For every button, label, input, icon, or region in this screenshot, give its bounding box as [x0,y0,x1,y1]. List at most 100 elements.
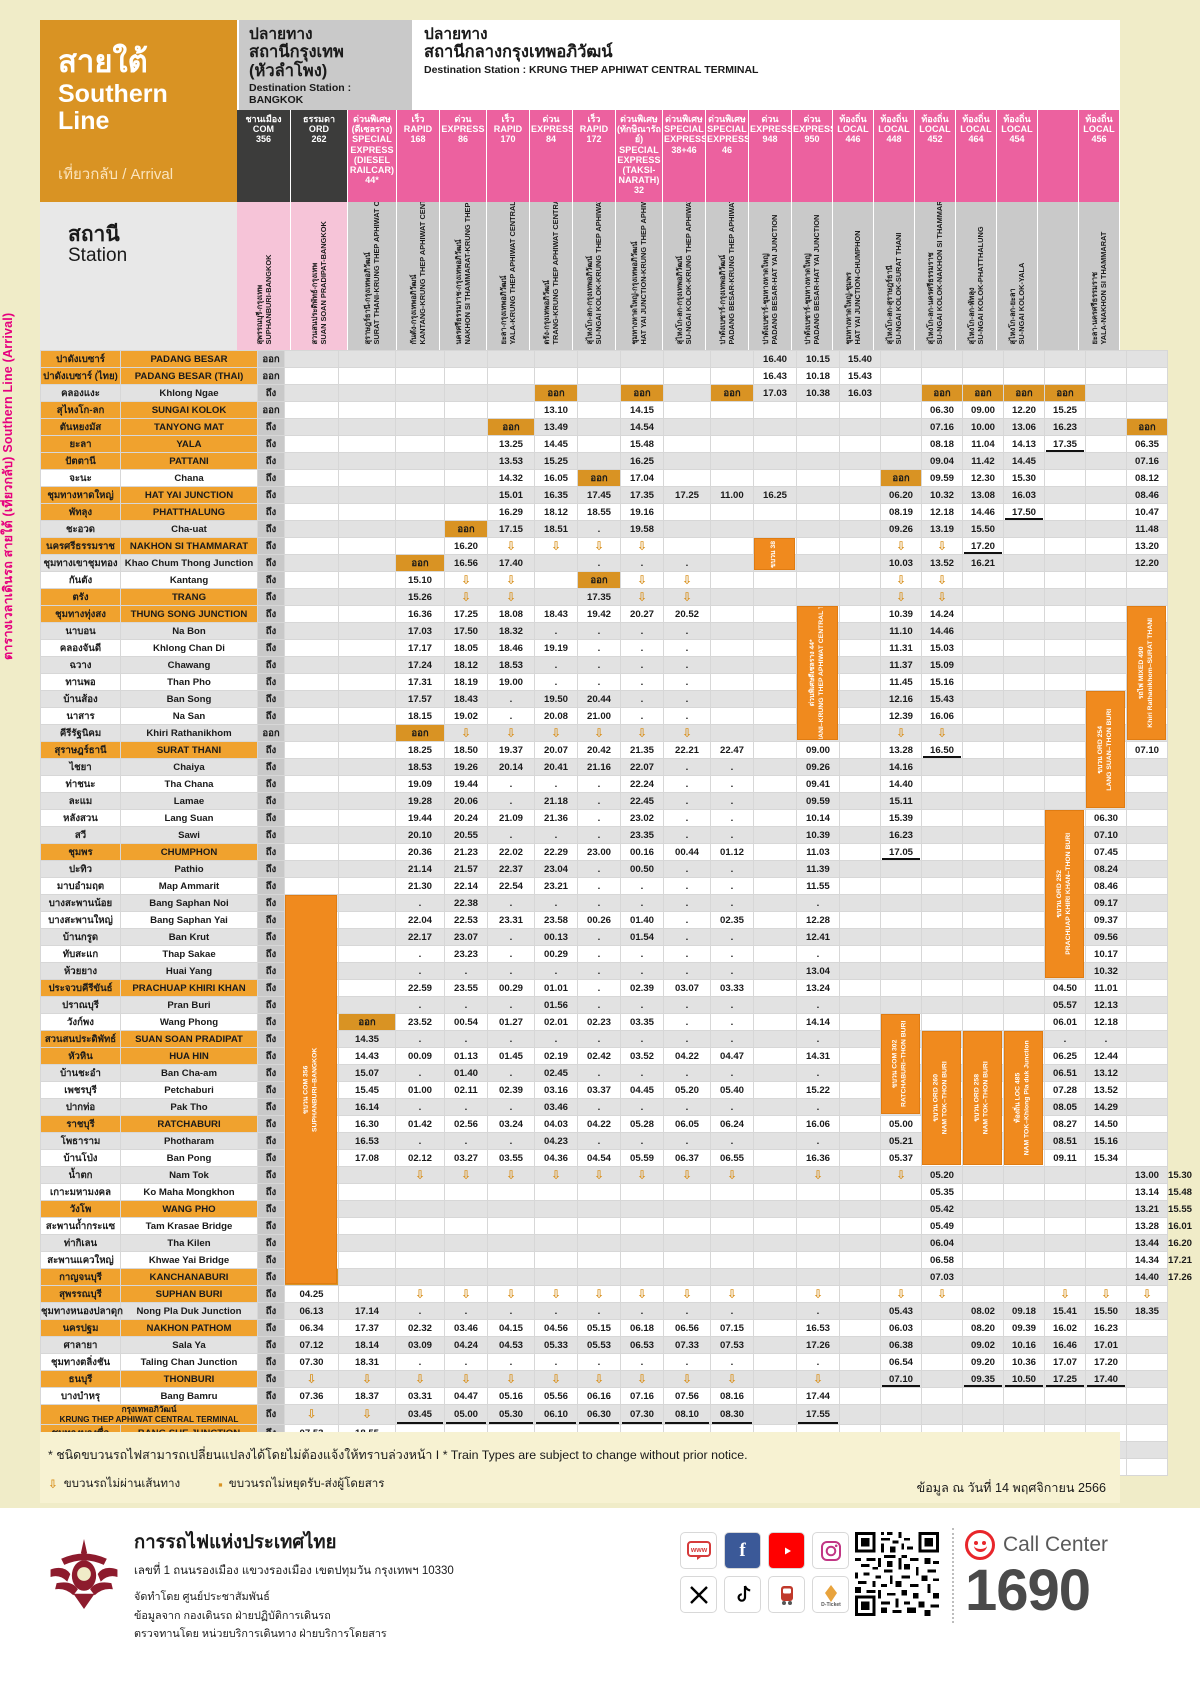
facebook-icon[interactable]: f [724,1532,761,1569]
time-cell: ⇩ [710,1370,754,1389]
time-cell [1044,1251,1086,1270]
time-cell: 16.46 [1044,1336,1086,1355]
time-cell: ⇩ [1044,1285,1086,1304]
time-cell [839,996,881,1015]
time-cell [839,537,881,556]
station-name-en: Pran Buri [120,996,258,1015]
time-cell: . [620,1353,664,1372]
station-name-th: ละแม [40,792,121,811]
time-cell: ⇩ [487,537,535,556]
table-row: ไชยา Chaiya ถึง 18.53 19.26 20.14 20.41 21.16 22… [40,758,1168,777]
time-cell [1126,1149,1168,1168]
time-cell [839,639,881,658]
table-row: สวนสนประดิพัทธ์ SUAN SOAN PRADIPAT ถึง 14.3… [40,1030,1168,1049]
time-cell: 15.41 [1044,1302,1086,1321]
time-cell: 14.54 [620,418,664,437]
time-cell [1003,639,1045,658]
time-cell [1003,962,1045,981]
time-cell: . [444,1353,488,1372]
time-cell: 14.16 [880,758,922,777]
time-cell [839,1149,881,1168]
train-type-header-454: ท้องถิ่น LOCAL 454 [997,110,1038,203]
time-cell [880,1183,922,1202]
train-route-header-blank-18 [1038,202,1079,351]
time-cell: ⇩ [534,1370,578,1389]
time-cell: 10.14 [796,809,840,828]
time-cell: . [796,894,840,913]
time-cell [284,537,339,556]
instagram-icon[interactable] [812,1532,849,1569]
station-name-en: THONBURI [120,1370,258,1389]
table-row: บางบำหรุ Bang Bamru ถึง 07.36 18.37 03.31 04.4… [40,1387,1168,1406]
time-cell: ⇩ [534,1166,578,1185]
data-date: ข้อมูล ณ วันที่ 14 พฤศจิกายน 2566 [916,1481,1106,1495]
time-cell [1126,401,1168,420]
time-cell: 14.43 [338,1047,396,1066]
time-cell [663,469,711,488]
time-cell [1126,1387,1168,1406]
time-cell [1044,1217,1086,1236]
time-cell: . [796,1064,840,1083]
time-cell: 13.19 [921,520,963,539]
time-cell: 23.35 [620,826,664,845]
table-row: เกาะมหามงคล Ko Maha Mongkhon ถึง 05.35 13.14… [40,1183,1192,1202]
station-name-en: NAKHON SI THAMMARAT [120,537,258,556]
time-cell [753,758,797,777]
time-cell [839,418,881,437]
time-cell: ⇩ [444,1285,488,1304]
station-name-th: สวนสนประดิพัทธ์ [40,1030,121,1049]
time-cell [338,622,396,641]
time-cell: 16.40 [753,350,797,369]
arrive-depart-flag: ถึง [257,843,285,862]
tiktok-icon[interactable] [724,1576,761,1613]
time-cell: . [663,690,711,709]
train-type-en: LOCAL [1083,124,1115,135]
time-cell: 17.50 [444,622,488,641]
time-cell: 05.53 [577,1336,621,1355]
time-cell [880,1030,922,1049]
time-cell [1003,911,1045,930]
train-type-en: RAPID [493,124,523,135]
youtube-icon[interactable] [768,1532,805,1569]
www-icon[interactable]: www [680,1532,717,1569]
time-cell: 17.20 [962,537,1004,556]
time-cell: 13.28 [1126,1217,1168,1236]
time-cell: 21.23 [444,843,488,862]
time-cell [710,673,754,692]
time-cell: . [710,758,754,777]
d-ticket-icon[interactable]: D-Ticket [812,1576,849,1613]
time-cell [839,962,881,981]
station-column-header: สถานี Station [40,202,237,351]
time-cell [753,860,797,879]
time-cell [880,1251,922,1270]
train-route-header-356: สุพรรณบุรี-กรุงเทพ SUPHANBURI-BANGKOK [237,202,291,351]
time-cell [921,1336,963,1355]
time-cell: 05.21 [880,1132,922,1151]
time-cell: 04.24 [444,1336,488,1355]
time-cell [839,945,881,964]
time-cell [1126,826,1168,845]
time-cell [710,724,754,743]
station-name-en: THUNG SONG JUNCTION [120,605,258,624]
time-cell [710,1234,754,1253]
time-cell: 14.34 [1126,1251,1168,1270]
time-cell [962,1234,1004,1253]
time-cell [338,996,396,1015]
table-row: ตันหยงมัส TANYONG MAT ถึง ออก 13.49 14.54 07.1… [40,418,1168,437]
train-route-text: สุไหงโก-ลก-พัทลุง SU-NGAI KOLOK-PHATTHALU… [966,226,985,345]
time-cell: 20.07 [534,741,578,760]
time-cell [839,792,881,811]
time-cell: . [487,996,535,1015]
time-cell [620,1268,664,1287]
train-type-header-456: ท้องถิ่น LOCAL 456 [1079,110,1120,203]
x-icon[interactable] [680,1576,717,1613]
train-icon[interactable] [768,1576,805,1613]
dot-icon: ▪ [218,1476,223,1492]
time-cell [1003,1081,1045,1100]
time-cell [796,724,840,743]
station-name-th: น้ำตก [40,1166,121,1185]
time-cell [1126,656,1168,675]
time-cell: 22.53 [444,911,488,930]
time-cell: 07.28 [1044,1081,1086,1100]
